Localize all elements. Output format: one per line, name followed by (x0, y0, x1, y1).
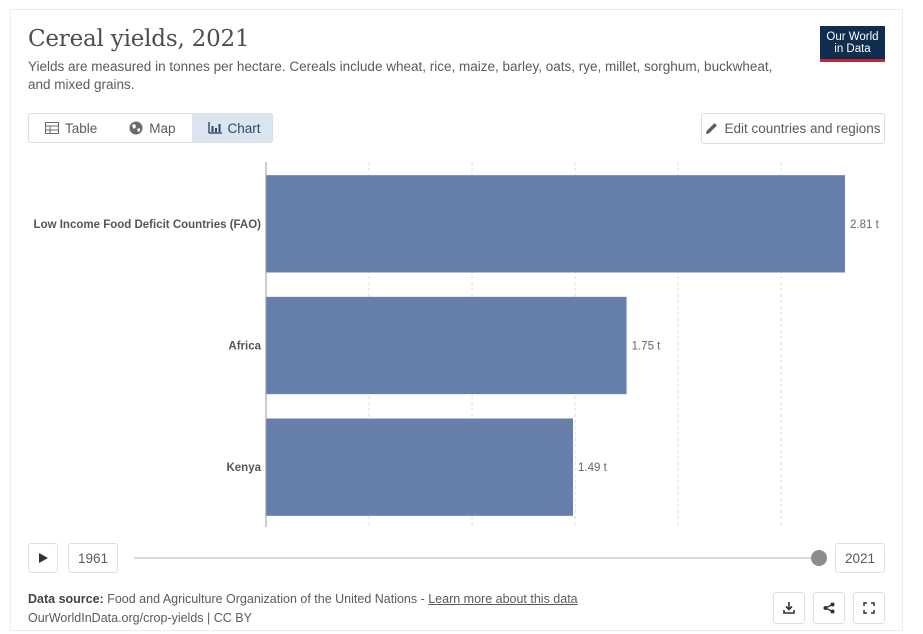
view-tabs: Table Map Chart (28, 113, 273, 143)
logo-line-1: Our World (826, 30, 879, 43)
tab-table-label: Table (65, 120, 98, 136)
logo-line-2: in Data (834, 42, 871, 55)
tab-map[interactable]: Map (113, 114, 191, 142)
category-label: Africa (228, 341, 261, 353)
start-year-box[interactable]: 1961 (68, 543, 119, 573)
globe-icon (129, 121, 143, 135)
chart-subtitle: Yields are measured in tonnes per hectar… (28, 59, 773, 92)
owid-logo[interactable]: Our World in Data (820, 26, 885, 62)
download-button[interactable] (773, 592, 805, 624)
edit-countries-label: Edit countries and regions (724, 121, 881, 136)
source-label: Data source: (28, 592, 104, 606)
timeline-track[interactable] (134, 557, 819, 559)
download-icon (783, 602, 795, 614)
play-button[interactable] (28, 543, 58, 573)
timeline-handle[interactable] (811, 550, 827, 566)
share-button[interactable] (813, 592, 845, 624)
category-label: Low Income Food Deficit Countries (FAO) (34, 219, 262, 231)
bar[interactable] (266, 418, 574, 516)
value-label: 1.49 t (578, 462, 608, 474)
tab-map-label: Map (149, 120, 176, 136)
learn-more-link[interactable]: Learn more about this data (428, 592, 578, 606)
value-label: 2.81 t (850, 219, 880, 231)
edit-countries-button[interactable]: Edit countries and regions (701, 113, 885, 144)
tab-chart[interactable]: Chart (191, 114, 272, 142)
tab-chart-label: Chart (227, 120, 261, 136)
bar[interactable] (266, 296, 627, 395)
fullscreen-icon (863, 602, 875, 614)
share-icon (823, 602, 835, 614)
play-icon (38, 553, 48, 563)
chart-icon (207, 122, 222, 134)
source-url: OurWorldInData.org/crop-yields | CC BY (28, 611, 252, 625)
timeline: 1961 2021 (28, 543, 885, 573)
fullscreen-button[interactable] (853, 592, 885, 624)
pencil-icon (705, 122, 718, 135)
source-block: Data source: Food and Agriculture Organi… (28, 590, 578, 628)
bars: Low Income Food Deficit Countries (FAO) 2… (34, 175, 880, 516)
bar[interactable] (266, 175, 845, 273)
source-text: Food and Agriculture Organization of the… (107, 592, 429, 606)
tab-table[interactable]: Table (29, 114, 113, 142)
value-label: 1.75 t (632, 341, 662, 353)
bar-chart: Low Income Food Deficit Countries (FAO) 2… (34, 162, 880, 527)
chart-title: Cereal yields, 2021 (28, 26, 250, 52)
category-label: Kenya (226, 462, 261, 474)
table-icon (45, 122, 59, 134)
end-year-box[interactable]: 2021 (834, 543, 885, 573)
